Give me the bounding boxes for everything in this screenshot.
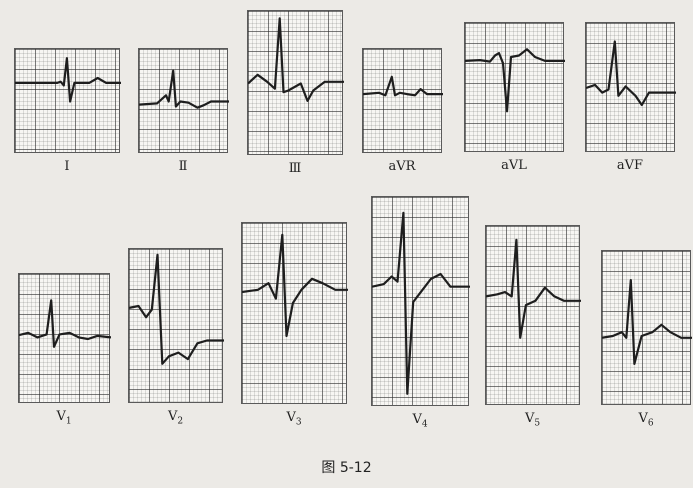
- lead-i-label: I: [64, 159, 70, 174]
- ecg-waveform: [248, 17, 344, 103]
- lead-v2-panel: [128, 248, 224, 403]
- ecg-waveform: [242, 233, 348, 338]
- lead-ii-trace: [139, 69, 229, 109]
- lead-v4-label: V4: [412, 412, 428, 430]
- lead-avr-panel: [362, 48, 443, 153]
- lead-iii-label: Ⅲ: [288, 161, 302, 176]
- lead-v4-trace: [372, 211, 470, 395]
- lead-v1-label: V1: [56, 409, 72, 427]
- lead-v6-label: V6: [638, 411, 654, 429]
- ecg-waveform: [19, 299, 111, 348]
- lead-i-trace: [15, 57, 121, 103]
- ecg-waveform: [139, 69, 229, 109]
- lead-avl-trace: [465, 48, 565, 113]
- lead-avl-panel: [464, 22, 565, 152]
- lead-v5-label: V5: [524, 411, 541, 429]
- lead-v2-label: V2: [167, 409, 184, 427]
- lead-ii-label: Ⅱ: [178, 159, 188, 174]
- lead-v1-panel: [18, 273, 111, 403]
- lead-avr-trace: [363, 75, 443, 97]
- lead-iii-trace: [248, 17, 344, 103]
- lead-avl-label: aVL: [501, 158, 527, 173]
- ecg-waveform: [602, 279, 692, 366]
- lead-v2-trace: [129, 253, 224, 365]
- ecg-waveform: [465, 48, 565, 113]
- ecg-waveform: [372, 211, 470, 395]
- lead-v1-trace: [19, 299, 111, 348]
- lead-v4-panel: [371, 196, 470, 406]
- ecg-waveform: [363, 75, 443, 97]
- ecg-waveform: [586, 40, 676, 107]
- lead-avf-panel: [585, 22, 676, 152]
- lead-v5-trace: [486, 238, 581, 339]
- lead-avf-trace: [586, 40, 676, 107]
- lead-iii-panel: [247, 10, 344, 155]
- ecg-waveform: [486, 238, 581, 339]
- lead-v3-panel: [241, 222, 348, 404]
- lead-avf-label: aVF: [616, 158, 644, 173]
- ecg-waveform: [15, 57, 121, 103]
- lead-avr-label: aVR: [388, 159, 416, 174]
- figure-caption: 图 5-12: [321, 460, 372, 476]
- lead-v6-panel: [601, 250, 692, 405]
- lead-ii-panel: [138, 48, 229, 153]
- lead-v3-label: V3: [286, 410, 302, 428]
- lead-v5-panel: [485, 225, 581, 405]
- ecg-waveform: [129, 253, 224, 365]
- lead-v3-trace: [242, 233, 348, 338]
- lead-i-panel: [14, 48, 121, 153]
- lead-v6-trace: [602, 279, 692, 366]
